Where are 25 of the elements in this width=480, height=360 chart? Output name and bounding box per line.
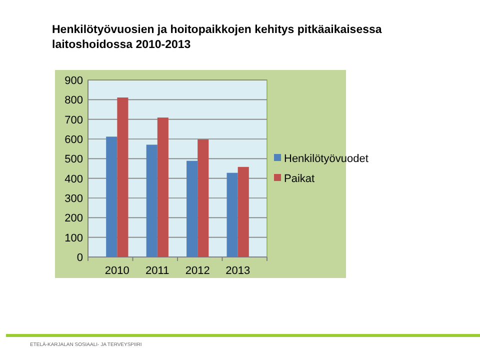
y-tick-label: 700 xyxy=(64,114,83,126)
bar xyxy=(117,98,128,257)
x-tick-label: 2012 xyxy=(185,265,210,277)
bar xyxy=(157,118,168,257)
x-tick-label: 2010 xyxy=(104,265,130,277)
y-tick-label: 600 xyxy=(64,134,83,146)
x-tick-label: 2013 xyxy=(226,265,250,277)
legend-label: Henkilötyövuodet xyxy=(284,153,368,165)
bar xyxy=(186,160,198,257)
y-tick-label: 900 xyxy=(64,75,83,87)
y-tick-label: 100 xyxy=(64,232,83,244)
y-tick-label: 300 xyxy=(64,193,83,205)
chart-title: Henkilötyövuosien ja hoitopaikkojen kehitys pitkäaikaisessa laitoshoidossa 2010-2013 xyxy=(52,24,382,51)
y-tick-label: 400 xyxy=(64,173,83,186)
bar xyxy=(238,166,249,257)
y-tick-label: 0 xyxy=(76,252,83,264)
y-tick-label: 500 xyxy=(64,154,83,166)
bar xyxy=(146,144,158,257)
bar xyxy=(226,172,238,257)
bar xyxy=(106,136,118,257)
x-tick-label: 2011 xyxy=(146,265,170,277)
bar xyxy=(198,139,209,257)
legend-label: Paikat xyxy=(284,173,315,185)
y-tick-label: 200 xyxy=(64,212,83,225)
y-tick-label: 800 xyxy=(64,94,83,107)
